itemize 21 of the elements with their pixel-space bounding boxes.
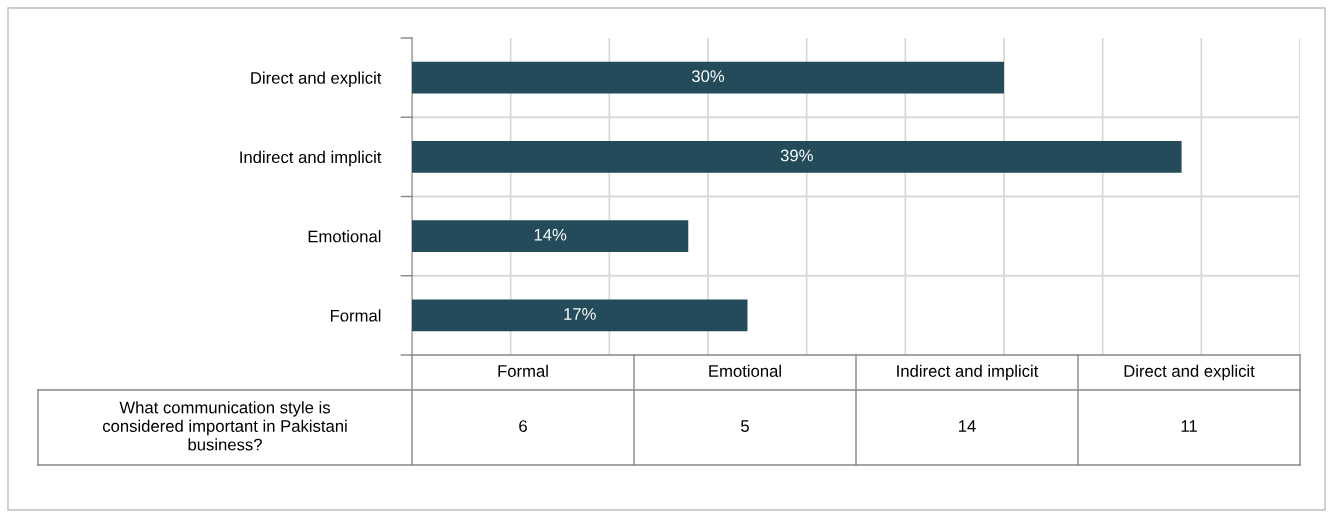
y-tick-label: Indirect and implicit xyxy=(240,150,382,167)
bar xyxy=(412,141,1182,173)
y-tick-label: Emotional xyxy=(308,230,381,243)
data-label: 5 xyxy=(741,420,749,432)
data-label: 30% xyxy=(691,70,725,83)
category-label: Indirect and implicit xyxy=(897,364,1039,381)
data-label: 14% xyxy=(534,228,567,241)
data-label: 14 xyxy=(959,420,976,432)
bar xyxy=(412,220,689,252)
bar xyxy=(412,61,1004,94)
data-label: 39% xyxy=(780,149,813,162)
category-label: Formal xyxy=(498,364,548,377)
data-label: 11 xyxy=(1181,420,1197,432)
data-label: 6 xyxy=(519,420,527,432)
category-label: Direct and explicit xyxy=(1124,364,1255,381)
y-tick-label: Formal xyxy=(330,309,381,322)
category-label: Emotional xyxy=(709,364,781,377)
bar xyxy=(412,299,748,332)
y-tick-label: Direct and explicit xyxy=(251,71,382,88)
text: What communication style is considered important in Pakistani business? xyxy=(102,401,347,451)
data-label: 17% xyxy=(564,308,596,320)
